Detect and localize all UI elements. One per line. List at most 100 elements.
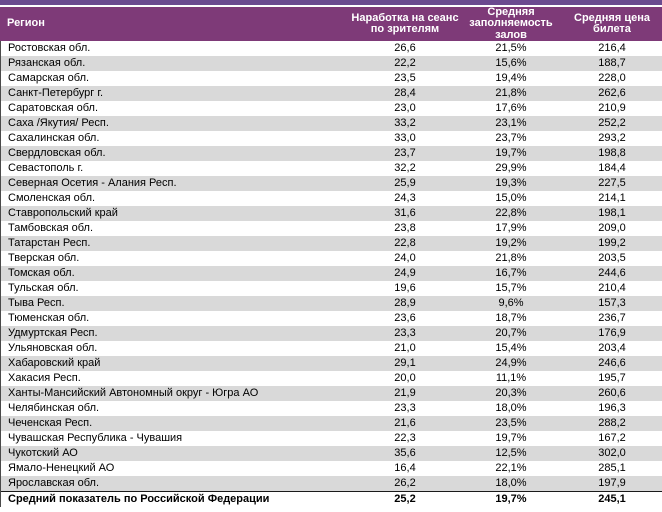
occupancy-cell: 20,7% bbox=[495, 327, 527, 339]
region-cell: Сахалинская обл. bbox=[8, 132, 100, 144]
per-session-cell: 23,5 bbox=[394, 72, 416, 84]
table-header-row: Регион Наработка на сеанс по зрителям Ср… bbox=[0, 7, 662, 41]
price-cell: 246,6 bbox=[598, 357, 626, 369]
table-row: Ханты-Мансийский Автономный округ - Югра… bbox=[1, 386, 662, 401]
per-session-cell: 22,8 bbox=[394, 237, 416, 249]
occupancy-cell: 20,3% bbox=[495, 387, 527, 399]
table-row: Ульяновская обл. 21,0 15,4% 203,4 bbox=[1, 341, 662, 356]
price-cell: 196,3 bbox=[598, 402, 626, 414]
occupancy-cell: 22,8% bbox=[495, 207, 527, 219]
per-session-cell: 23,7 bbox=[394, 147, 416, 159]
region-cell: Северная Осетия - Алания Респ. bbox=[8, 177, 177, 189]
region-cell: Ярославская обл. bbox=[8, 477, 100, 489]
region-cell: Саха /Якутия/ Респ. bbox=[8, 117, 109, 129]
table-row: Саха /Якутия/ Респ. 33,2 23,1% 252,2 bbox=[1, 116, 662, 131]
occupancy-cell: 15,4% bbox=[495, 342, 527, 354]
occupancy-cell: 23,5% bbox=[495, 417, 527, 429]
table-row: Смоленская обл. 24,3 15,0% 214,1 bbox=[1, 191, 662, 206]
per-session-cell: 33,0 bbox=[394, 132, 416, 144]
per-session-cell: 25,2 bbox=[394, 493, 416, 505]
occupancy-cell: 19,7% bbox=[495, 493, 527, 505]
occupancy-cell: 24,9% bbox=[495, 357, 527, 369]
table-row: Хабаровский край 29,1 24,9% 246,6 bbox=[1, 356, 662, 371]
price-cell: 184,4 bbox=[598, 162, 626, 174]
occupancy-cell: 16,7% bbox=[495, 267, 527, 279]
region-cell: Ульяновская обл. bbox=[8, 342, 98, 354]
price-cell: 216,4 bbox=[598, 42, 626, 54]
per-session-cell: 32,2 bbox=[394, 162, 416, 174]
region-cell: Смоленская обл. bbox=[8, 192, 96, 204]
column-header-occupancy: Средняя заполняемость залов bbox=[469, 6, 553, 41]
table-row: Хакасия Респ. 20,0 11,1% 195,7 bbox=[1, 371, 662, 386]
occupancy-cell: 19,3% bbox=[495, 177, 527, 189]
region-cell: Рязанская обл. bbox=[8, 57, 86, 69]
table-row: Тюменская обл. 23,6 18,7% 236,7 bbox=[1, 311, 662, 326]
table-row: Самарская обл. 23,5 19,4% 228,0 bbox=[1, 71, 662, 86]
table-total-row: Средний показатель по Российской Федерац… bbox=[1, 491, 662, 507]
occupancy-cell: 17,9% bbox=[495, 222, 527, 234]
per-session-cell: 24,9 bbox=[394, 267, 416, 279]
table-row: Свердловская обл. 23,7 19,7% 198,8 bbox=[1, 146, 662, 161]
occupancy-cell: 19,2% bbox=[495, 237, 527, 249]
table-row: Сахалинская обл. 33,0 23,7% 293,2 bbox=[1, 131, 662, 146]
region-cell: Ростовская обл. bbox=[8, 42, 91, 54]
price-cell: 236,7 bbox=[598, 312, 626, 324]
region-cell: Удмуртская Респ. bbox=[8, 327, 98, 339]
region-cell: Средний показатель по Российской Федерац… bbox=[8, 493, 270, 505]
table-row: Татарстан Респ. 22,8 19,2% 199,2 bbox=[1, 236, 662, 251]
price-cell: 260,6 bbox=[598, 387, 626, 399]
region-cell: Свердловская обл. bbox=[8, 147, 106, 159]
per-session-cell: 29,1 bbox=[394, 357, 416, 369]
occupancy-cell: 18,7% bbox=[495, 312, 527, 324]
price-cell: 262,6 bbox=[598, 87, 626, 99]
region-cell: Хакасия Респ. bbox=[8, 372, 81, 384]
table-row: Ярославская обл. 26,2 18,0% 197,9 bbox=[1, 476, 662, 491]
region-cell: Самарская обл. bbox=[8, 72, 90, 84]
region-cell: Саратовская обл. bbox=[8, 102, 99, 114]
price-cell: 214,1 bbox=[598, 192, 626, 204]
price-cell: 176,9 bbox=[598, 327, 626, 339]
occupancy-cell: 21,8% bbox=[495, 87, 527, 99]
price-cell: 157,3 bbox=[598, 297, 626, 309]
region-cell: Чукотский АО bbox=[8, 447, 78, 459]
table-row: Чувашская Республика - Чувашия 22,3 19,7… bbox=[1, 431, 662, 446]
region-cell: Хабаровский край bbox=[8, 357, 101, 369]
occupancy-cell: 18,0% bbox=[495, 477, 527, 489]
table-row: Ямало-Ненецкий АО 16,4 22,1% 285,1 bbox=[1, 461, 662, 476]
price-cell: 195,7 bbox=[598, 372, 626, 384]
per-session-cell: 26,6 bbox=[394, 42, 416, 54]
price-cell: 227,5 bbox=[598, 177, 626, 189]
per-session-cell: 33,2 bbox=[394, 117, 416, 129]
occupancy-cell: 29,9% bbox=[495, 162, 527, 174]
occupancy-cell: 11,1% bbox=[495, 372, 527, 384]
per-session-cell: 16,4 bbox=[394, 462, 416, 474]
price-cell: 203,4 bbox=[598, 342, 626, 354]
price-cell: 244,6 bbox=[598, 267, 626, 279]
table-row: Тверская обл. 24,0 21,8% 203,5 bbox=[1, 251, 662, 266]
occupancy-cell: 19,7% bbox=[495, 147, 527, 159]
per-session-cell: 28,9 bbox=[394, 297, 416, 309]
price-cell: 293,2 bbox=[598, 132, 626, 144]
region-cell: Тыва Респ. bbox=[8, 297, 65, 309]
table-row: Челябинская обл. 23,3 18,0% 196,3 bbox=[1, 401, 662, 416]
per-session-cell: 26,2 bbox=[394, 477, 416, 489]
occupancy-cell: 22,1% bbox=[495, 462, 527, 474]
accent-gap bbox=[0, 5, 662, 7]
price-cell: 210,9 bbox=[598, 102, 626, 114]
price-cell: 285,1 bbox=[598, 462, 626, 474]
region-cell: Тамбовская обл. bbox=[8, 222, 94, 234]
region-cell: Чеченская Респ. bbox=[8, 417, 93, 429]
price-cell: 252,2 bbox=[598, 117, 626, 129]
region-cell: Тюменская обл. bbox=[8, 312, 90, 324]
region-cell: Севастополь г. bbox=[8, 162, 84, 174]
region-cell: Челябинская обл. bbox=[8, 402, 100, 414]
occupancy-cell: 19,4% bbox=[495, 72, 527, 84]
per-session-cell: 28,4 bbox=[394, 87, 416, 99]
column-header-price: Средняя цена билета bbox=[574, 12, 650, 35]
occupancy-cell: 12,5% bbox=[495, 447, 527, 459]
price-cell: 288,2 bbox=[598, 417, 626, 429]
table-row: Чеченская Респ. 21,6 23,5% 288,2 bbox=[1, 416, 662, 431]
per-session-cell: 24,3 bbox=[394, 192, 416, 204]
per-session-cell: 23,6 bbox=[394, 312, 416, 324]
